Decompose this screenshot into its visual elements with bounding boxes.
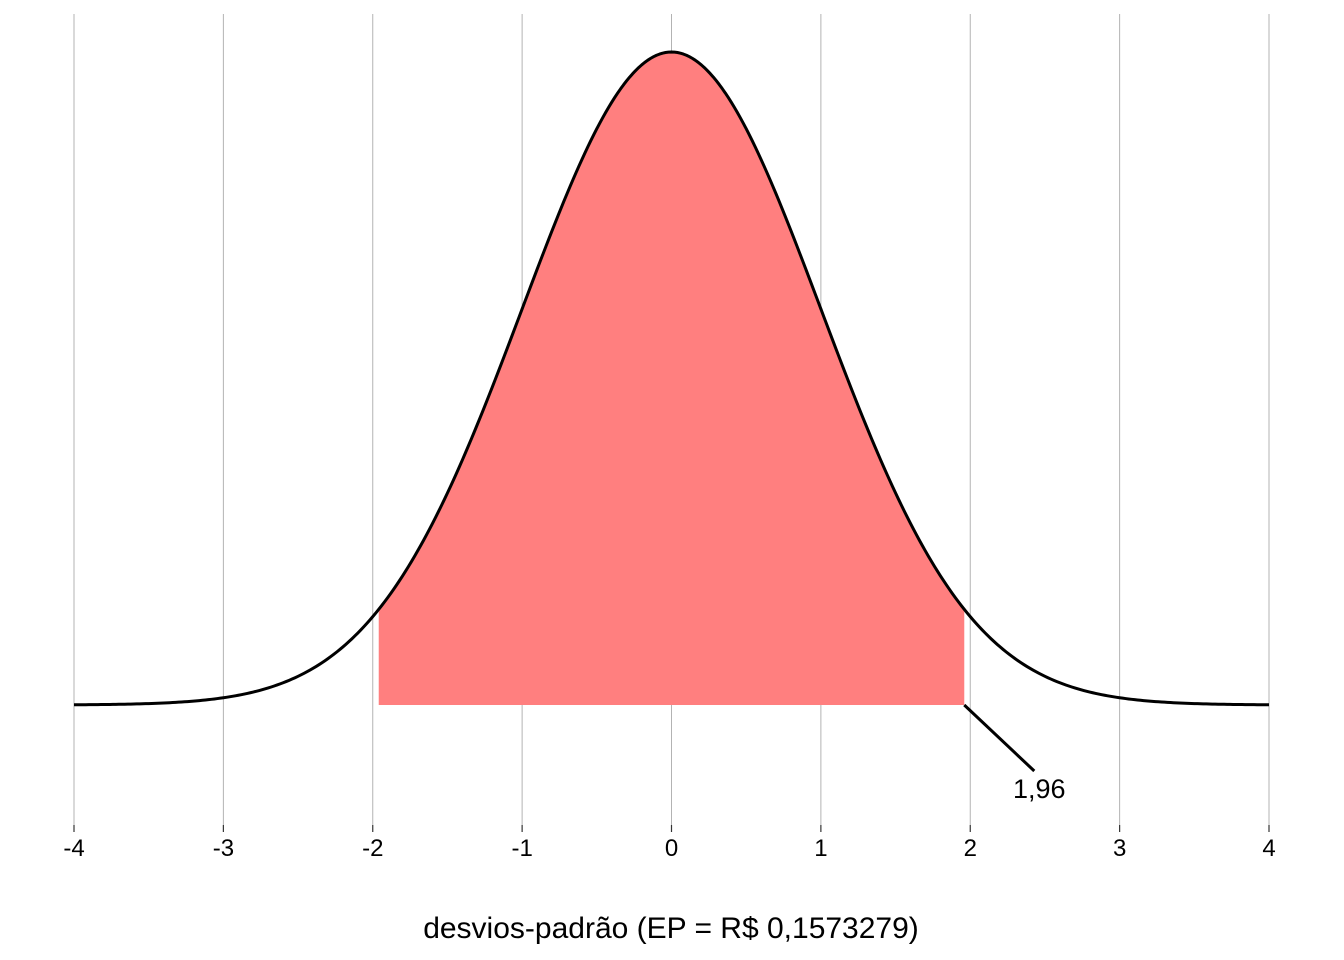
tick-label: 2 xyxy=(964,835,977,862)
annotation-label: 1,96 xyxy=(1013,774,1066,804)
tick-label: -1 xyxy=(511,835,532,862)
density-curve xyxy=(73,50,1270,707)
tick-label: 4 xyxy=(1262,835,1275,862)
shaded-area-95 xyxy=(378,52,965,705)
tick-label: 0 xyxy=(665,835,678,862)
tick-label: 3 xyxy=(1113,835,1126,862)
tick-label: -2 xyxy=(362,835,383,862)
tick-label: -3 xyxy=(213,835,234,862)
annotation-leader-line xyxy=(963,703,1036,773)
tick-label: -4 xyxy=(63,835,84,862)
x-axis-ticks: -4 -3 -2 -1 0 1 2 3 4 xyxy=(63,825,1276,862)
tick-label: 1 xyxy=(814,835,827,862)
x-axis-title: desvios-padrão (EP = R$ 0,1573279) xyxy=(423,912,919,945)
